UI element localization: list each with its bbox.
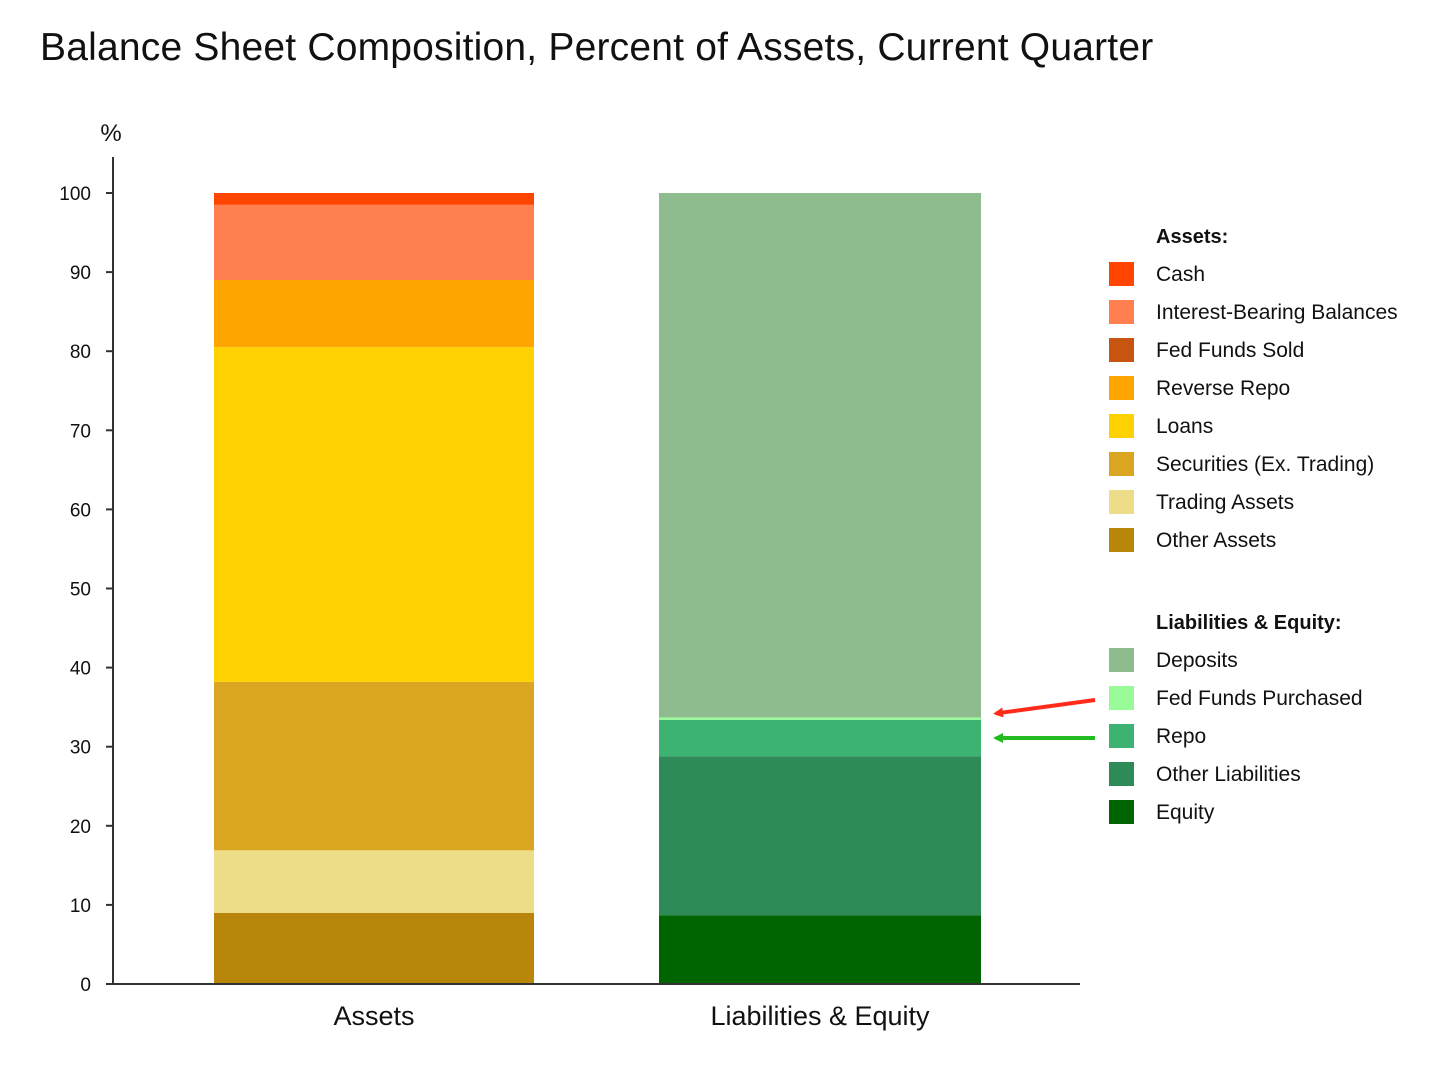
y-tick-label: 70 <box>70 421 91 442</box>
x-tick-label-liabilities-equity: Liabilities & Equity <box>710 1001 930 1031</box>
bar-stack-assets <box>214 193 534 984</box>
legend-swatch-deposits <box>1109 648 1134 672</box>
chart-title: Balance Sheet Composition, Percent of As… <box>40 26 1154 69</box>
legend: Assets: Cash Interest-Bearing Balances Fed … <box>1109 226 1398 824</box>
bar-segment-repo <box>659 719 981 757</box>
legend-heading-liabilities-equity: Liabilities & Equity: <box>1156 612 1342 634</box>
legend-swatch-cash <box>1109 262 1134 286</box>
legend-swatch-loans <box>1109 414 1134 438</box>
bar-segment-other-liabilities <box>659 756 981 916</box>
y-tick-label: 100 <box>59 184 91 205</box>
y-tick-label: 30 <box>70 738 91 759</box>
bar-segment-cash <box>214 193 534 205</box>
legend-swatch-other-liabilities <box>1109 762 1134 786</box>
bar-segment-equity <box>659 915 981 984</box>
bar-segment-fed-funds-purchased <box>659 717 981 720</box>
legend-label-deposits: Deposits <box>1156 649 1238 672</box>
legend-label-fed-funds-purchased: Fed Funds Purchased <box>1156 687 1363 710</box>
bar-segment-trading-assets <box>214 850 534 913</box>
legend-swatch-fed-funds-sold <box>1109 338 1134 362</box>
legend-label-securities-ex-trading: Securities (Ex. Trading) <box>1156 453 1374 476</box>
legend-swatch-other-assets <box>1109 528 1134 552</box>
bar-segment-deposits <box>659 193 981 718</box>
legend-label-fed-funds-sold: Fed Funds Sold <box>1156 339 1304 362</box>
legend-swatch-interest-bearing-balances <box>1109 300 1134 324</box>
y-tick-label: 10 <box>70 896 91 917</box>
y-axis-label: % <box>100 120 121 147</box>
legend-label-reverse-repo: Reverse Repo <box>1156 377 1290 400</box>
bar-segment-loans <box>214 347 534 682</box>
x-tick-label-assets: Assets <box>333 1001 414 1031</box>
legend-swatch-repo <box>1109 724 1134 748</box>
bar-segment-reverse-repo <box>214 280 534 348</box>
legend-label-loans: Loans <box>1156 415 1213 438</box>
legend-swatch-fed-funds-purchased <box>1109 686 1134 710</box>
legend-swatch-trading-assets <box>1109 490 1134 514</box>
bar-stack-liabilities-equity <box>659 193 981 984</box>
y-tick-label: 0 <box>80 975 91 996</box>
y-tick-label: 40 <box>70 659 91 680</box>
legend-label-interest-bearing-balances: Interest-Bearing Balances <box>1156 301 1398 324</box>
legend-label-trading-assets: Trading Assets <box>1156 491 1294 514</box>
legend-label-other-liabilities: Other Liabilities <box>1156 763 1301 786</box>
annotation-arrow-fed-funds-purchased <box>993 698 1096 718</box>
annotations <box>993 698 1096 743</box>
legend-swatch-equity <box>1109 800 1134 824</box>
axes-layer: Assets Liabilities & Equity 0 10 20 30 40 50 60 7… <box>59 120 1080 1031</box>
legend-swatch-reverse-repo <box>1109 376 1134 400</box>
y-tick-label: 60 <box>70 500 91 521</box>
bars-layer <box>214 193 981 984</box>
legend-label-equity: Equity <box>1156 801 1215 824</box>
bar-segment-other-assets <box>214 912 534 984</box>
y-tick-label: 50 <box>70 580 91 601</box>
y-tick-label: 90 <box>70 263 91 284</box>
legend-label-repo: Repo <box>1156 725 1206 748</box>
legend-swatch-securities-ex-trading <box>1109 452 1134 476</box>
y-tick-label: 20 <box>70 817 91 838</box>
bar-segment-securities-ex-trading <box>214 681 534 851</box>
legend-label-cash: Cash <box>1156 263 1205 286</box>
legend-label-other-assets: Other Assets <box>1156 529 1276 552</box>
bar-segment-interest-bearing-balances <box>214 204 534 281</box>
legend-heading-assets: Assets: <box>1156 226 1228 248</box>
y-tick-label: 80 <box>70 342 91 363</box>
